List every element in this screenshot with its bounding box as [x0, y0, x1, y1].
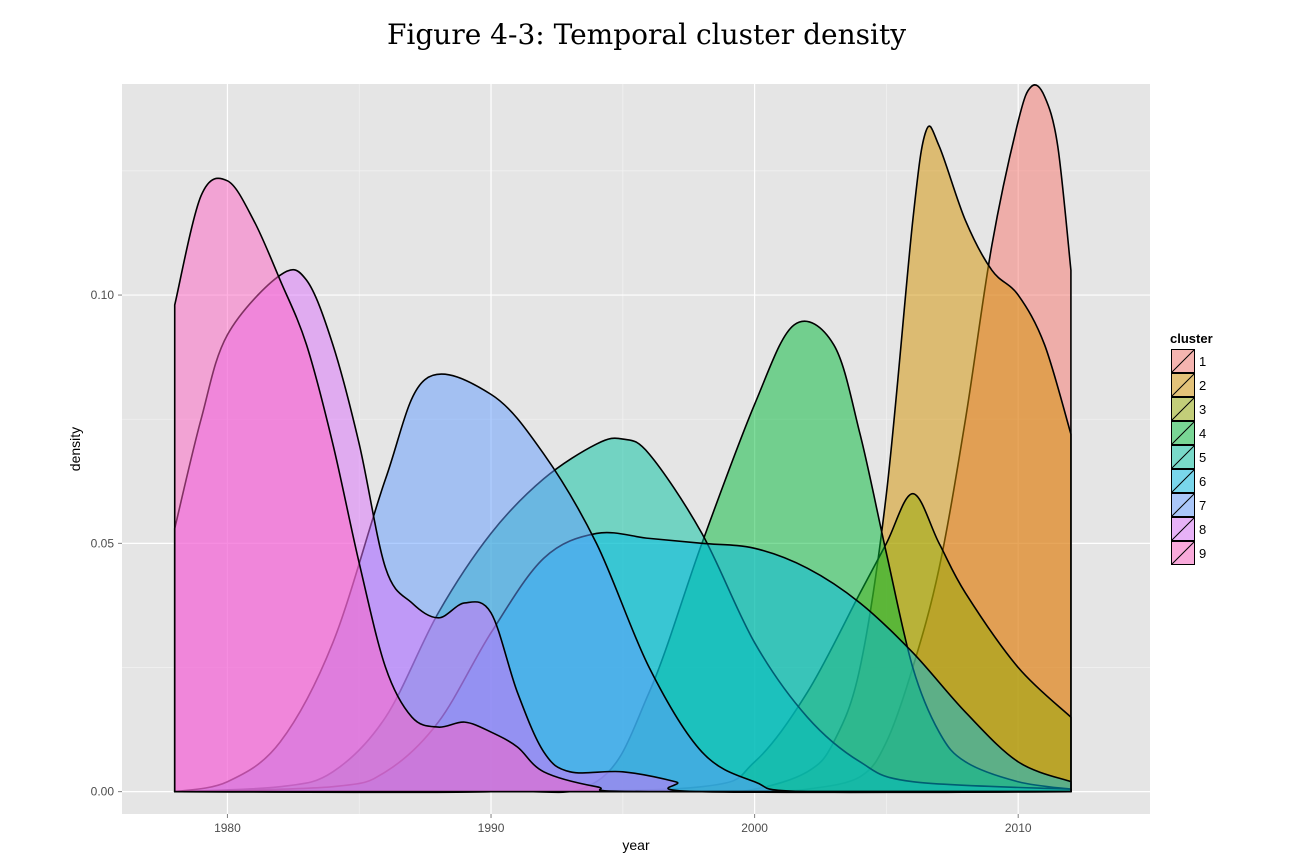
- legend-key-slash: [1171, 517, 1195, 541]
- density-area-cluster-8: [173, 268, 1072, 794]
- legend-key-slash: [1171, 469, 1195, 493]
- y-tick-label: 0.10: [91, 288, 115, 302]
- legend: cluster 1 2 3 4 5 6 7 8 9: [1170, 331, 1213, 565]
- legend-key-slash: [1171, 397, 1195, 421]
- legend-label-cluster-9: 9: [1199, 546, 1206, 561]
- legend-key-slash: [1171, 493, 1195, 517]
- density-area-cluster-9: [173, 177, 1072, 793]
- legend-label-cluster-7: 7: [1199, 498, 1206, 513]
- legend-key-slash: [1171, 421, 1195, 445]
- legend-key-slash: [1171, 445, 1195, 469]
- legend-key-slash: [1171, 373, 1195, 397]
- legend-label-cluster-5: 5: [1199, 450, 1206, 465]
- figure-title: Figure 4-3: Temporal cluster density: [386, 18, 907, 51]
- x-tick-label: 1990: [478, 821, 505, 835]
- x-axis-ticks: 1980 1990 2000 2010: [214, 814, 1032, 835]
- y-axis-title: density: [67, 427, 83, 471]
- legend-label-cluster-4: 4: [1199, 426, 1206, 441]
- y-tick-label: 0.00: [91, 785, 115, 799]
- legend-label-cluster-6: 6: [1199, 474, 1206, 489]
- x-tick-label: 2000: [741, 821, 768, 835]
- density-areas: [173, 84, 1072, 794]
- legend-title: cluster: [1170, 331, 1213, 346]
- x-tick-label: 2010: [1005, 821, 1032, 835]
- x-tick-label: 1980: [214, 821, 241, 835]
- legend-label-cluster-3: 3: [1199, 402, 1206, 417]
- legend-key-slash: [1171, 349, 1195, 373]
- legend-label-cluster-2: 2: [1199, 378, 1206, 393]
- x-axis-title: year: [622, 837, 650, 853]
- legend-key-slash: [1171, 541, 1195, 565]
- y-tick-label: 0.05: [91, 536, 115, 550]
- legend-label-cluster-8: 8: [1199, 522, 1206, 537]
- y-axis-ticks: 0.00 0.05 0.10: [91, 288, 122, 799]
- legend-label-cluster-1: 1: [1199, 354, 1206, 369]
